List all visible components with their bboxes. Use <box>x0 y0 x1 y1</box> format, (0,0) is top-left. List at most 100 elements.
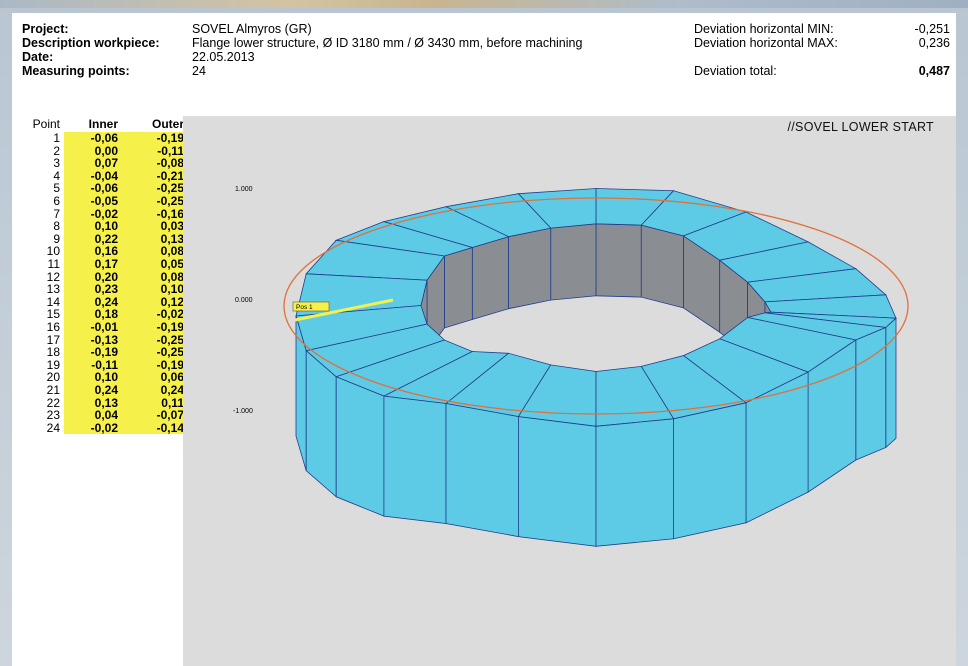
point-cell: 14 <box>46 294 60 309</box>
outer-value: 0,10 <box>160 282 184 297</box>
position-marker-label: Pos 1 <box>296 304 313 311</box>
inner-value: -0,13 <box>90 332 118 347</box>
outer-value: 0,05 <box>160 257 184 271</box>
ring-inner-wall <box>595 223 642 298</box>
position-marker <box>292 301 330 312</box>
inner-value: 0,04 <box>94 408 118 423</box>
inner-value: 0,16 <box>94 244 118 259</box>
ring-outer-wall <box>855 326 887 461</box>
ring-outer-wall <box>383 395 447 524</box>
3d-viewport[interactable]: //SOVEL LOWER START 1.000 0.000 -1.000 P… <box>183 116 956 666</box>
description-value: Flange lower structure, Ø ID 3180 mm / Ø… <box>192 36 583 50</box>
inner-value: -0,02 <box>90 420 118 435</box>
inner-value: 0,17 <box>94 257 118 271</box>
outer-value: -0,19 <box>156 357 184 372</box>
measuring-points-value: 24 <box>192 64 206 78</box>
viewport-title: //SOVEL LOWER START <box>787 120 934 134</box>
table-row: 21 0,24 0,24 <box>18 384 188 397</box>
header-info: Project: SOVEL Almyros (GR) Description … <box>22 22 662 83</box>
outer-value: 0,24 <box>160 383 184 397</box>
table-row: 6 -0,05 -0,25 <box>18 195 188 208</box>
point-cell: 4 <box>53 168 60 183</box>
point-cell: 17 <box>46 332 60 347</box>
position-marker-line <box>294 298 394 322</box>
outer-value: -0,11 <box>157 143 184 158</box>
point-cell: 21 <box>46 383 60 397</box>
point-cell: 11 <box>47 257 60 271</box>
inner-value: 0,18 <box>94 307 118 322</box>
inner-value: -0,11 <box>91 357 118 372</box>
outer-value: -0,07 <box>156 408 184 423</box>
inner-value: 0,00 <box>94 143 118 158</box>
inner-value: -0,19 <box>90 345 118 360</box>
y-label-bottom: -1.000 <box>233 408 253 415</box>
ring-inner-wall <box>471 236 509 321</box>
outer-value: 0,13 <box>160 231 184 246</box>
outer-value: -0,25 <box>156 345 184 360</box>
point-cell: 22 <box>46 395 60 410</box>
ring-inner-wall <box>550 223 597 301</box>
table-row: 13 0,23 0,10 <box>18 283 188 296</box>
table-row: 5 -0,06 -0,25 <box>18 182 188 195</box>
table-row: 17 -0,13 -0,25 <box>18 332 188 347</box>
table-row: 7 -0,02 -0,16 <box>18 206 188 221</box>
deviation-total-label: Deviation total: <box>694 64 777 78</box>
ring-outer-wall <box>305 349 337 498</box>
inner-value: 0,23 <box>94 282 118 297</box>
outer-value: 0,11 <box>161 395 184 410</box>
outer-value: -0,02 <box>156 307 184 322</box>
project-value: SOVEL Almyros (GR) <box>192 22 312 36</box>
ring-inner-wall <box>508 227 552 310</box>
ring-inner-wall <box>640 224 684 309</box>
point-cell: 2 <box>53 143 60 158</box>
point-cell: 18 <box>46 345 60 360</box>
ring-inner-wall <box>443 246 473 329</box>
table-row: 8 0,10 0,03 <box>18 220 188 233</box>
ring-outer-wall <box>335 376 385 517</box>
deviation-max-value: 0,236 <box>918 36 950 50</box>
inner-value: 0,22 <box>94 231 118 246</box>
table-row: 11 0,17 0,05 <box>18 258 188 271</box>
point-cell: 8 <box>53 219 60 234</box>
ring-outer-wall <box>595 418 675 547</box>
table-row: 24 -0,02 -0,14 <box>18 422 188 435</box>
outer-value: -0,19 <box>156 131 184 145</box>
ring-outer-wall <box>673 402 747 540</box>
table-row: 16 -0,01 -0,19 <box>18 321 188 334</box>
deviation-max-label: Deviation horizontal MAX: <box>694 36 838 50</box>
deviation-info: Deviation horizontal MIN: -0,251 Deviati… <box>694 22 952 83</box>
point-cell: 3 <box>53 156 60 171</box>
outer-value: -0,25 <box>156 194 184 208</box>
reference-ring <box>283 197 909 415</box>
column-header-point: Point <box>32 117 60 131</box>
description-label: Description workpiece: <box>22 36 160 50</box>
project-label: Project: <box>22 22 69 36</box>
outer-value: -0,19 <box>156 320 184 334</box>
table-row: 23 0,04 -0,07 <box>18 409 188 422</box>
outer-value: 0,08 <box>160 244 184 259</box>
outer-value: 0,12 <box>160 294 184 309</box>
y-label-top: 1.000 <box>235 186 253 193</box>
ring-outer-wall <box>445 403 519 538</box>
table-row: 10 0,16 0,08 <box>18 245 188 258</box>
point-cell: 7 <box>53 206 60 221</box>
date-value: 22.05.2013 <box>192 50 255 64</box>
ring-outer-wall <box>517 416 597 547</box>
point-cell: 1 <box>53 131 60 145</box>
outer-value: -0,25 <box>156 332 184 347</box>
inner-value: -0,02 <box>90 206 118 221</box>
outer-value: 0,03 <box>160 219 184 234</box>
ring-model: Pos 1 <box>283 188 909 547</box>
table-row: 20 0,10 0,06 <box>18 371 188 384</box>
point-cell: 20 <box>46 370 60 385</box>
report-sheet: Project: SOVEL Almyros (GR) Description … <box>12 13 956 666</box>
table-row: 3 0,07 -0,08 <box>18 157 188 170</box>
column-header-outer: Outer <box>151 117 184 131</box>
table-row: 19 -0,11 -0,19 <box>18 359 188 372</box>
table-row: 9 0,22 0,13 <box>18 233 188 246</box>
point-cell: 23 <box>46 408 60 423</box>
inner-value: 0,10 <box>94 219 118 234</box>
column-header-inner: Inner <box>88 117 118 131</box>
table-row: 12 0,20 0,08 <box>18 270 188 284</box>
inner-value: 0,10 <box>94 370 118 385</box>
